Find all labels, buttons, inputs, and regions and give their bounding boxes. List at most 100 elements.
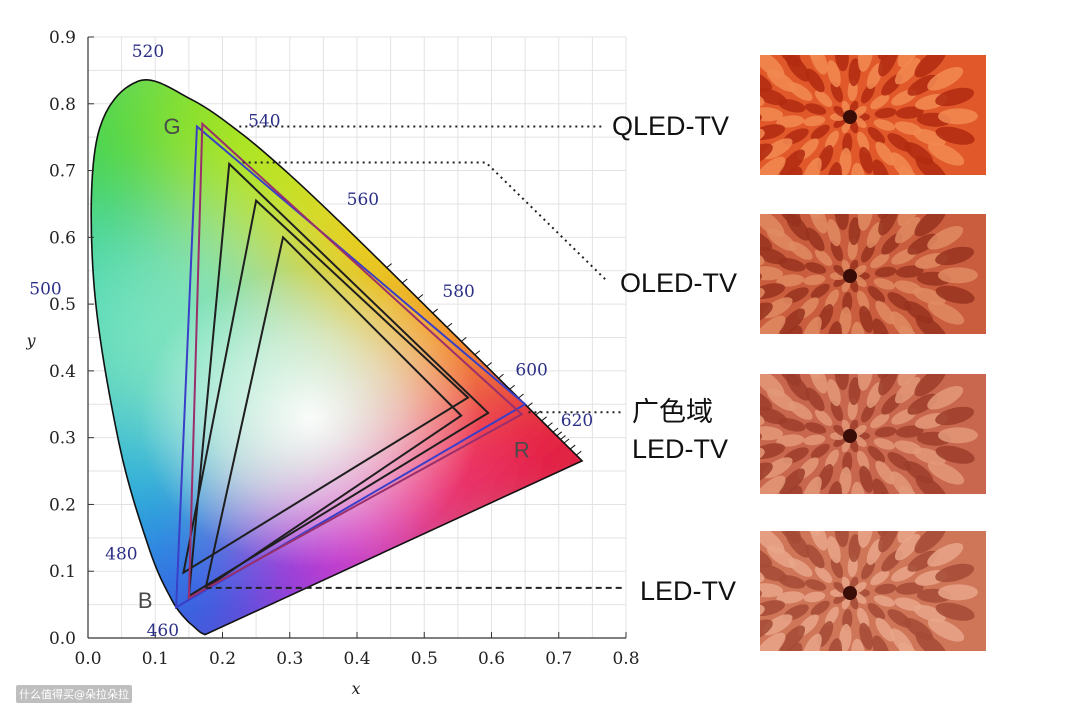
petal — [834, 214, 849, 231]
petal — [760, 426, 784, 441]
locus-tick — [386, 263, 392, 268]
petal — [760, 387, 773, 411]
petal — [913, 128, 946, 146]
locus-tick — [474, 350, 481, 356]
petal — [801, 157, 822, 175]
tv-label: QLED-TV — [612, 111, 729, 141]
petal — [762, 138, 793, 160]
y-tick-label: 0.8 — [49, 95, 76, 115]
flower-image — [760, 55, 986, 175]
petal — [915, 155, 948, 175]
petal — [895, 265, 924, 278]
petal — [760, 227, 773, 251]
petal — [937, 584, 978, 601]
petal — [870, 570, 890, 586]
wavelength-labels: G R B 460 480 500 520 540 560 580 600 620 — [29, 42, 593, 641]
wavelength-label: 580 — [442, 282, 474, 302]
x-tick-label: 0.5 — [411, 649, 438, 669]
petal — [875, 460, 895, 485]
flower-center — [843, 269, 857, 283]
petal — [894, 57, 921, 85]
gamut-triangles — [175, 121, 527, 610]
petal — [760, 107, 784, 122]
petal — [826, 481, 843, 494]
petal — [874, 107, 897, 119]
petal — [762, 614, 793, 636]
petal — [830, 240, 844, 262]
petal — [867, 446, 886, 463]
petal — [867, 603, 886, 620]
petal — [895, 582, 924, 595]
petal — [839, 306, 852, 334]
petal — [914, 374, 947, 397]
petal — [760, 475, 786, 494]
locus-tick — [541, 416, 547, 422]
petal — [805, 68, 825, 93]
legend-leaders: QLED-TV OLED-TV 广色域 LED-TV LED-TV — [205, 111, 737, 606]
petal — [937, 427, 978, 444]
petal — [870, 413, 890, 429]
locus-tick — [518, 393, 524, 399]
petal — [927, 301, 965, 325]
petal — [834, 55, 849, 72]
locus-tick — [563, 438, 570, 444]
petal — [760, 619, 773, 644]
petal — [867, 127, 886, 144]
petal — [935, 445, 975, 464]
petal — [760, 214, 785, 238]
petal — [894, 533, 921, 561]
petal — [898, 642, 926, 651]
petal — [760, 156, 786, 175]
tv-label: LED-TV — [632, 434, 728, 464]
petal — [760, 583, 784, 598]
petal — [859, 146, 874, 174]
petal — [935, 87, 975, 107]
petal — [848, 217, 861, 246]
petal — [760, 564, 787, 582]
petal — [805, 387, 825, 412]
gamut-triangle — [187, 121, 524, 600]
petal — [859, 465, 874, 493]
tv-label: LED-TV — [640, 576, 736, 606]
wavelength-label: 520 — [132, 42, 164, 62]
petal — [826, 60, 841, 88]
petal — [804, 422, 827, 434]
petal — [878, 531, 899, 553]
petal — [937, 267, 978, 284]
petal — [851, 321, 866, 334]
y-axis-title: y — [25, 331, 36, 350]
petal — [803, 591, 826, 603]
petal — [776, 591, 805, 604]
y-tick-label: 0.1 — [49, 562, 76, 582]
x-tick-label: 0.3 — [276, 649, 303, 669]
petal — [873, 595, 896, 607]
petal — [762, 297, 793, 319]
gamut-triangle — [175, 124, 527, 610]
petal — [895, 425, 924, 438]
petal — [894, 216, 921, 244]
flower-center — [843, 586, 857, 600]
petal — [856, 290, 870, 312]
petal — [872, 635, 891, 651]
petal — [937, 108, 978, 125]
petal — [839, 147, 852, 175]
petal — [826, 379, 841, 407]
petal — [907, 550, 938, 572]
locus-tick — [527, 402, 533, 408]
locus-tick — [401, 278, 408, 284]
petal — [814, 90, 833, 107]
petal — [897, 374, 924, 387]
petal — [779, 308, 806, 334]
locus-tick — [417, 294, 424, 299]
x-tick-label: 0.7 — [545, 649, 572, 669]
gamut-triangle — [204, 235, 463, 591]
petal — [927, 66, 964, 91]
petal — [760, 247, 787, 265]
petal — [915, 631, 948, 651]
petal — [851, 638, 866, 651]
petal — [897, 214, 924, 227]
petal — [826, 162, 843, 175]
petal — [810, 600, 830, 616]
petal — [762, 457, 793, 479]
